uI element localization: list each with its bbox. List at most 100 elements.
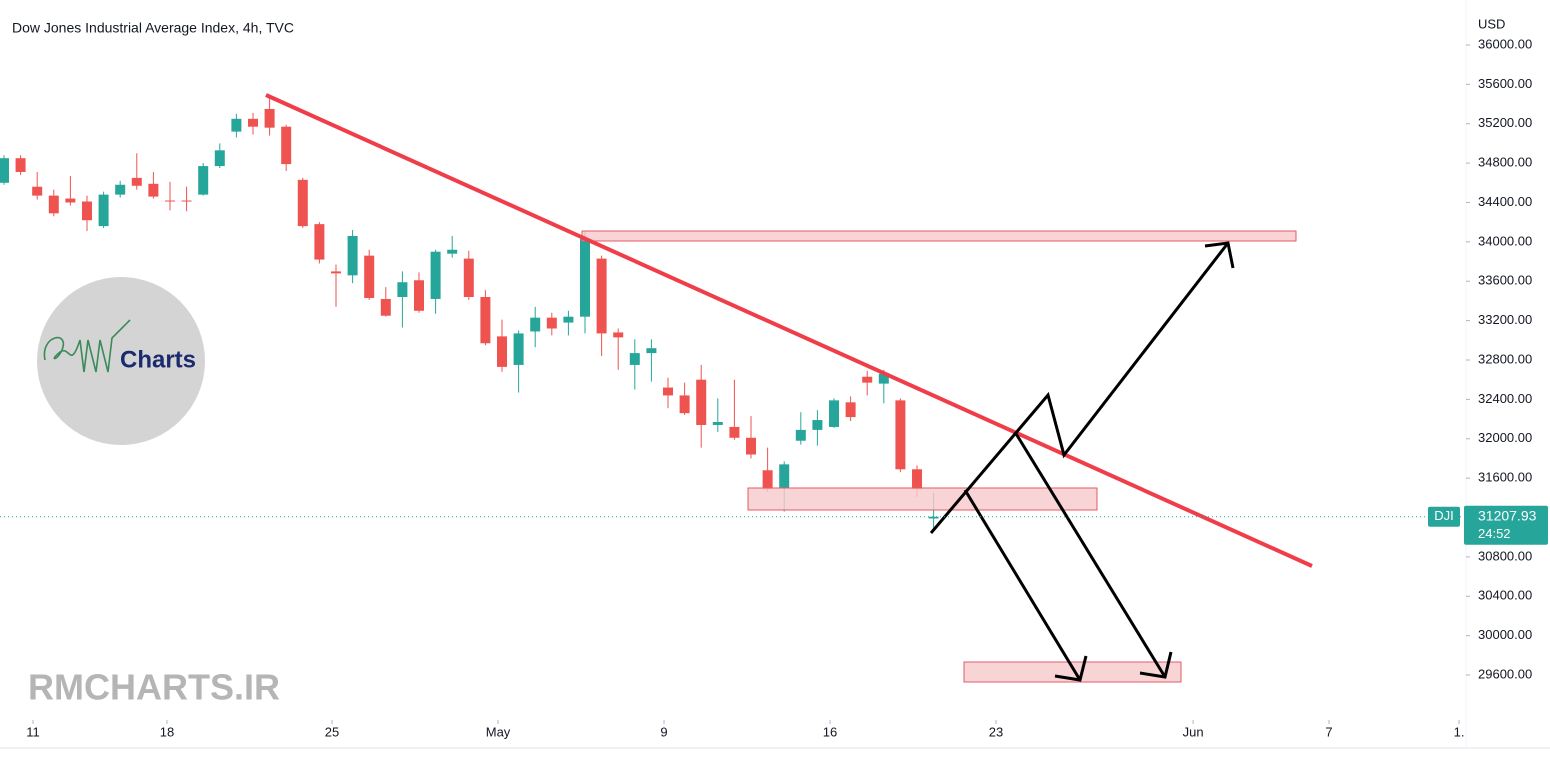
y-tick-label: 35600.00 bbox=[1478, 76, 1532, 91]
watermark: RMCHARTS.IR bbox=[28, 667, 280, 708]
x-tick-label: 1. bbox=[1454, 724, 1465, 739]
y-tick-label: 33200.00 bbox=[1478, 312, 1532, 327]
symbol-badge bbox=[1428, 506, 1460, 527]
candle-body bbox=[297, 179, 308, 227]
candle-body bbox=[663, 387, 674, 396]
candle-body bbox=[131, 177, 142, 186]
candle-body bbox=[746, 437, 757, 455]
candle-body bbox=[447, 249, 458, 254]
candle-body bbox=[762, 470, 773, 489]
candle-body bbox=[81, 201, 92, 221]
y-tick-label: 35200.00 bbox=[1478, 115, 1532, 130]
y-tick-label: 30800.00 bbox=[1478, 548, 1532, 563]
resistance-zone bbox=[581, 230, 1297, 242]
candle-body bbox=[530, 317, 541, 332]
x-tick-label: 11 bbox=[26, 724, 40, 739]
drawings bbox=[265, 93, 1313, 683]
candle-body bbox=[32, 186, 43, 196]
x-tick-label: 9 bbox=[660, 724, 667, 739]
y-tick-label: 36000.00 bbox=[1478, 36, 1532, 51]
candle-body bbox=[912, 469, 923, 489]
candle-body bbox=[330, 271, 341, 274]
candle-body bbox=[729, 426, 740, 438]
logo: Charts bbox=[37, 277, 205, 445]
countdown-label: 24:52 bbox=[1478, 526, 1511, 541]
candle-body bbox=[347, 235, 358, 276]
x-tick-label: May bbox=[486, 724, 511, 739]
candle-body bbox=[231, 118, 242, 132]
candle-body bbox=[513, 333, 524, 365]
candle-body bbox=[463, 258, 474, 297]
candle-body bbox=[264, 108, 275, 128]
x-tick-label: 25 bbox=[325, 724, 339, 739]
candle-body bbox=[895, 400, 906, 470]
candle-body bbox=[380, 298, 391, 316]
candle-body bbox=[862, 376, 873, 383]
candle-body bbox=[928, 516, 939, 519]
candle-body bbox=[164, 200, 175, 202]
candle-body bbox=[779, 464, 790, 488]
candle-body bbox=[878, 373, 889, 384]
candle-body bbox=[546, 317, 557, 329]
y-tick-label: 30000.00 bbox=[1478, 627, 1532, 642]
y-tick-label: 29600.00 bbox=[1478, 666, 1532, 681]
candle-body bbox=[98, 194, 109, 227]
candle-body bbox=[181, 200, 192, 202]
symbol-label: DJI bbox=[1434, 508, 1454, 523]
arrow-down-path bbox=[1013, 431, 1167, 678]
x-tick-label: Jun bbox=[1183, 724, 1204, 739]
x-tick-label: 7 bbox=[1325, 724, 1332, 739]
candle-body bbox=[65, 198, 76, 203]
currency: USD bbox=[1478, 16, 1505, 31]
logo-circle bbox=[37, 277, 205, 445]
candle-body bbox=[580, 238, 591, 317]
candle-body bbox=[613, 332, 624, 338]
y-tick-label: 32000.00 bbox=[1478, 430, 1532, 445]
candle-body bbox=[198, 166, 209, 195]
candle-body bbox=[413, 280, 424, 311]
candle-body bbox=[281, 126, 292, 165]
y-tick-label: 30400.00 bbox=[1478, 588, 1532, 603]
candle-body bbox=[115, 184, 126, 195]
target-zone bbox=[963, 661, 1182, 683]
chart-title: Dow Jones Industrial Average Index, 4h, … bbox=[12, 20, 294, 36]
arrow-down-path bbox=[963, 489, 1082, 681]
candle-body bbox=[0, 158, 9, 183]
candle-body bbox=[629, 353, 640, 365]
candle-body bbox=[430, 251, 441, 299]
y-tick-label: 34000.00 bbox=[1478, 233, 1532, 248]
candle-body bbox=[48, 195, 59, 214]
candle-body bbox=[480, 296, 491, 344]
candle-body bbox=[829, 400, 840, 427]
price-label: 31207.93 bbox=[1478, 507, 1537, 523]
candle-body bbox=[696, 379, 707, 425]
candle-body bbox=[712, 422, 723, 425]
candle-body bbox=[845, 402, 856, 418]
candle-body bbox=[795, 429, 806, 441]
y-tick-label: 33600.00 bbox=[1478, 273, 1532, 288]
candle-body bbox=[364, 255, 375, 298]
candle-body bbox=[646, 348, 657, 354]
arrow-up-path bbox=[929, 242, 1230, 534]
candle-body bbox=[148, 183, 159, 197]
x-tick-label: 23 bbox=[989, 724, 1003, 739]
candle-body bbox=[314, 224, 325, 260]
candles bbox=[0, 95, 939, 530]
price-badge bbox=[1464, 505, 1548, 545]
candle-body bbox=[497, 336, 508, 367]
y-tick-label: 34800.00 bbox=[1478, 155, 1532, 170]
axes: 36000.00 35600.00 35200.00 34800.00 34400.00… bbox=[0, 36, 1548, 739]
x-tick-label: 18 bbox=[160, 724, 174, 739]
y-tick-label: 34400.00 bbox=[1478, 194, 1532, 209]
y-tick-label: 31600.00 bbox=[1478, 470, 1532, 485]
candle-body bbox=[679, 395, 690, 414]
arrow-head bbox=[1139, 651, 1173, 679]
trendline bbox=[265, 93, 1313, 568]
candle-body bbox=[247, 118, 258, 127]
y-tick-label: 32800.00 bbox=[1478, 351, 1532, 366]
candle-body bbox=[15, 158, 26, 172]
candle-body bbox=[596, 258, 607, 334]
candle-body bbox=[397, 282, 408, 297]
x-tick-label: 16 bbox=[823, 724, 837, 739]
